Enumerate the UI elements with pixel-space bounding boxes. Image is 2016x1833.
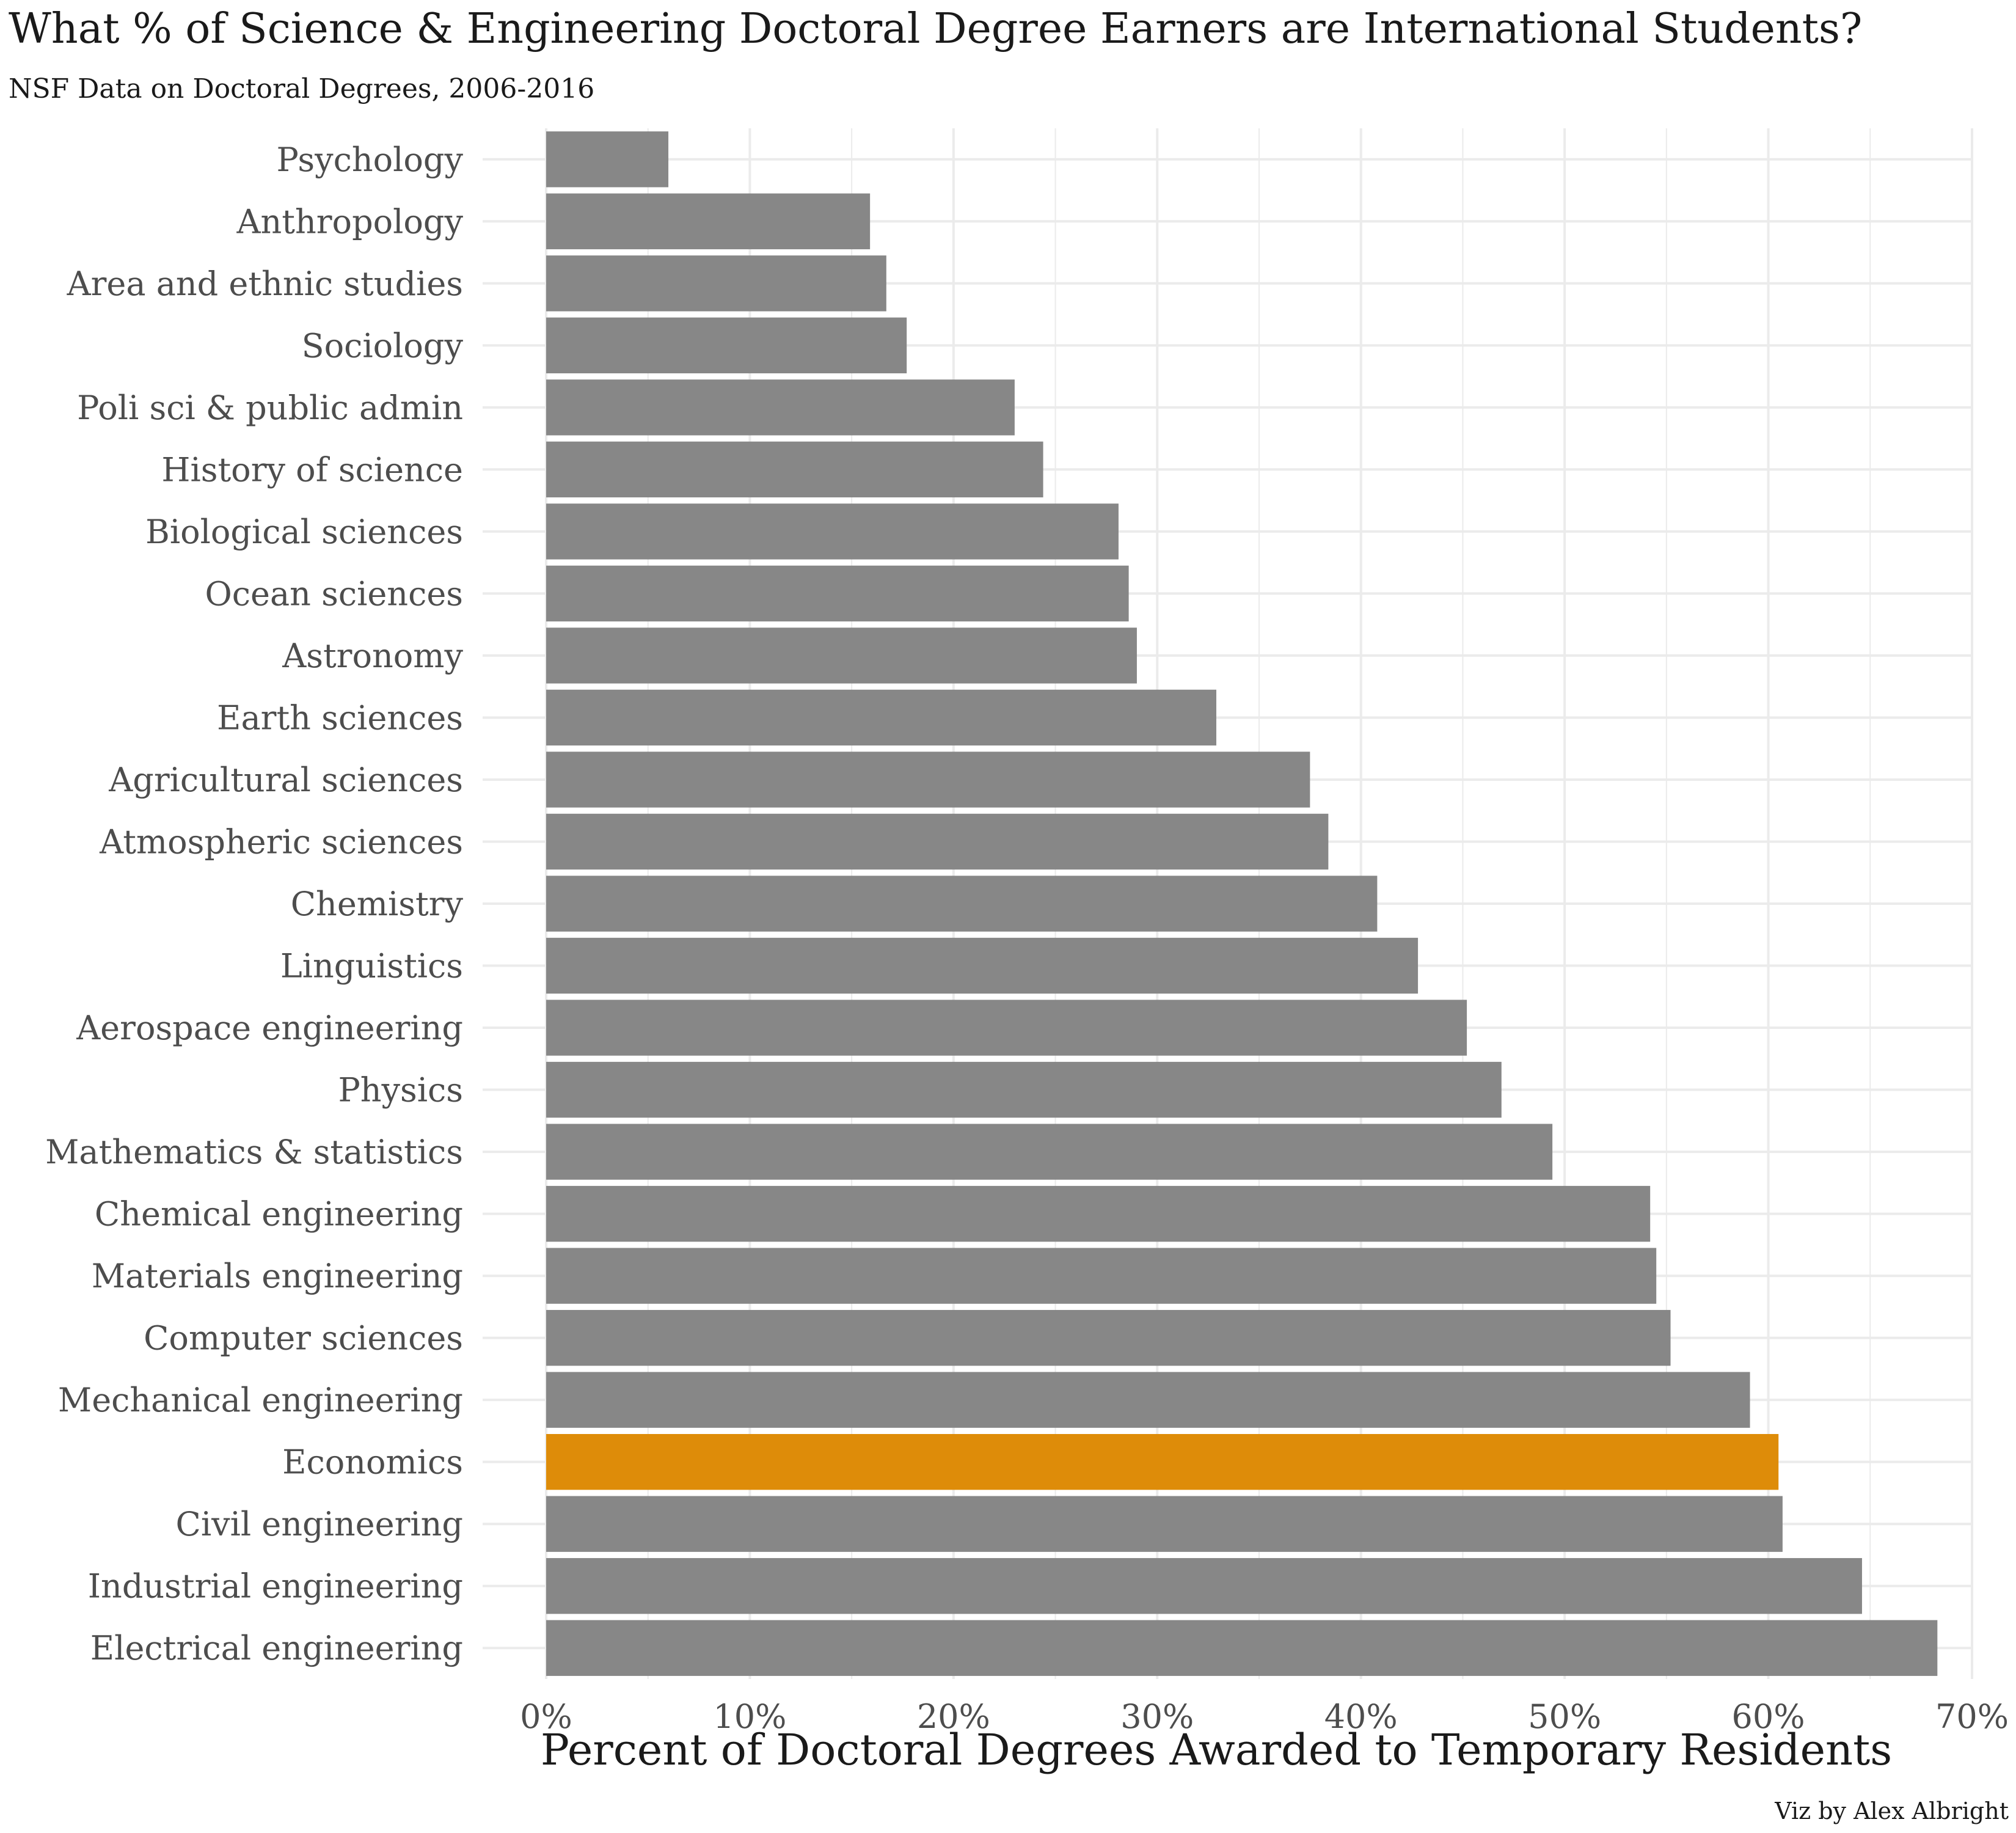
- chart-subtitle: NSF Data on Doctoral Degrees, 2006-2016: [9, 73, 595, 104]
- category-label: Poli sci & public admin: [77, 389, 463, 427]
- category-label: Industrial engineering: [88, 1567, 463, 1606]
- category-label: Mechanical engineering: [58, 1381, 463, 1419]
- bar-area-and-ethnic-studies: [546, 255, 886, 312]
- category-label: Civil engineering: [176, 1505, 464, 1543]
- bar-economics: [546, 1433, 1779, 1490]
- chart-title: What % of Science & Engineering Doctoral…: [9, 5, 1863, 53]
- bar-sociology: [546, 317, 907, 374]
- category-label: Chemical engineering: [95, 1195, 463, 1234]
- category-label: Electrical engineering: [90, 1629, 463, 1667]
- x-tick-label: 20%: [917, 1697, 990, 1736]
- x-tick-label: 50%: [1528, 1697, 1601, 1736]
- bar-aerospace-engineering: [546, 1000, 1467, 1056]
- category-label: Astronomy: [282, 637, 463, 675]
- bar-civil-engineering: [546, 1496, 1783, 1552]
- category-label: Linguistics: [280, 947, 463, 986]
- bar-linguistics: [546, 937, 1419, 994]
- category-label: Mathematics & statistics: [45, 1133, 463, 1171]
- bar-computer-sciences: [546, 1309, 1671, 1366]
- x-tick-label: 30%: [1120, 1697, 1194, 1736]
- chart-caption: Viz by Alex Albright: [1775, 1798, 2009, 1824]
- bar-mathematics-statistics: [546, 1124, 1553, 1180]
- x-axis-title: Percent of Doctoral Degrees Awarded to T…: [541, 1725, 1892, 1775]
- category-label: Earth sciences: [217, 698, 463, 737]
- category-label: Chemistry: [291, 885, 464, 923]
- bar-earth-sciences: [546, 689, 1216, 746]
- bar-astronomy: [546, 627, 1137, 684]
- category-label: Materials engineering: [92, 1257, 463, 1295]
- category-label: Ocean sciences: [205, 574, 463, 613]
- bar-atmospheric-sciences: [546, 813, 1329, 870]
- bar-biological-sciences: [546, 503, 1119, 560]
- bar-mechanical-engineering: [546, 1372, 1750, 1428]
- bar-history-of-science: [546, 441, 1043, 498]
- bar-anthropology: [546, 193, 871, 249]
- bar-physics: [546, 1061, 1502, 1118]
- category-label: Biological sciences: [145, 513, 463, 551]
- x-tick-labels: 0% 10% 20% 30% 40% 50% 60% 70%: [520, 1697, 2009, 1736]
- x-tick-label: 60%: [1732, 1697, 1805, 1736]
- category-label: Physics: [338, 1071, 463, 1110]
- bar-chemistry: [546, 876, 1378, 932]
- category-label: Economics: [282, 1443, 463, 1482]
- category-label: Aerospace engineering: [76, 1009, 463, 1047]
- x-tick-label: 40%: [1324, 1697, 1398, 1736]
- bar-industrial-engineering: [546, 1558, 1862, 1614]
- category-label: Psychology: [277, 141, 464, 179]
- bars: [546, 131, 1938, 1676]
- category-label: Agricultural sciences: [108, 761, 463, 799]
- category-label: History of science: [161, 450, 463, 489]
- category-label: Computer sciences: [144, 1319, 463, 1358]
- bar-agricultural-sciences: [546, 752, 1310, 808]
- bar-chemical-engineering: [546, 1185, 1651, 1242]
- bar-chart: Psychology Anthropology Area and ethnic st…: [45, 128, 2009, 1775]
- bar-poli-sci-public-admin: [546, 379, 1015, 436]
- bar-psychology: [546, 131, 669, 188]
- category-label: Sociology: [302, 326, 464, 365]
- bar-ocean-sciences: [546, 565, 1129, 622]
- category-labels: Psychology Anthropology Area and ethnic st…: [45, 141, 463, 1667]
- x-tick-label: 0%: [520, 1697, 572, 1736]
- x-tick-label: 70%: [1935, 1697, 2009, 1736]
- category-label: Area and ethnic studies: [67, 265, 463, 303]
- x-tick-label: 10%: [713, 1697, 786, 1736]
- category-label: Anthropology: [236, 202, 463, 241]
- bar-materials-engineering: [546, 1248, 1657, 1304]
- bar-electrical-engineering: [546, 1620, 1938, 1676]
- category-label: Atmospheric sciences: [99, 822, 463, 861]
